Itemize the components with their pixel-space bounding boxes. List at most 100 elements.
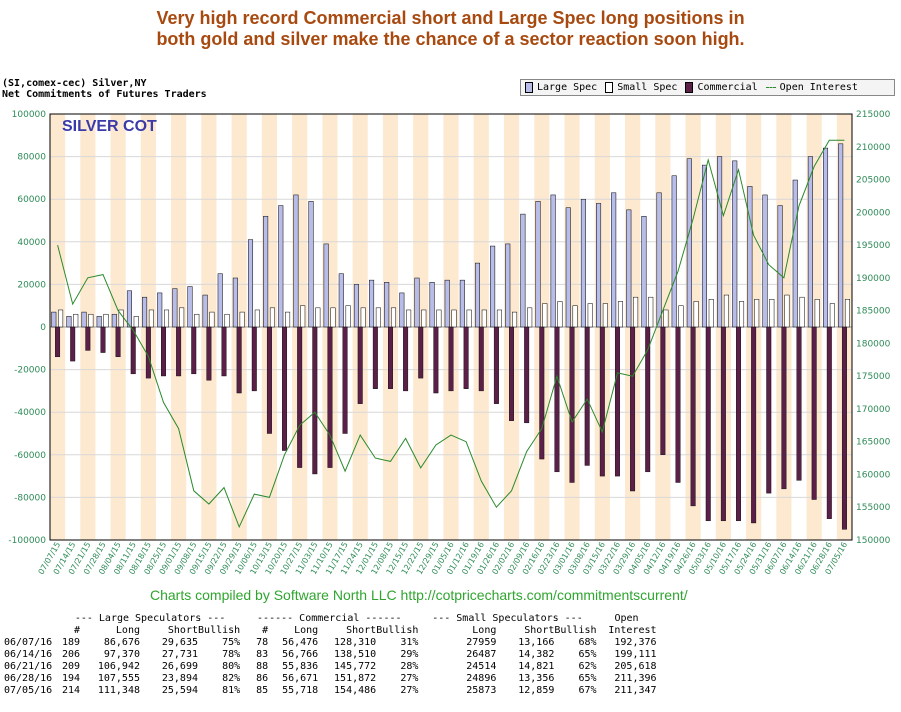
table-cell: 75%: [222, 636, 241, 648]
bar-small-spec: [390, 307, 397, 328]
bar-small-spec: [572, 305, 578, 328]
y-right-tick-label: 210000: [856, 143, 891, 153]
bar-large-spec: [353, 284, 359, 328]
table-cell: 199,111: [614, 648, 657, 660]
table-cell: 97,370: [103, 648, 140, 660]
bar-large-spec: [414, 277, 420, 328]
y-right-tick-label: 190000: [856, 274, 891, 284]
table-cell: 56,671: [282, 672, 319, 684]
col-header-com-short: Short: [346, 624, 377, 636]
table-cell: 67%: [578, 684, 597, 696]
table-cell: 31%: [400, 636, 419, 648]
y-right-tick-label: 170000: [856, 405, 891, 415]
y-left-tick-label: 0: [40, 323, 46, 333]
col-header-ss-short: Short: [524, 624, 555, 636]
bar-commercial: [554, 326, 560, 473]
plot-frame: [49, 113, 853, 541]
y-left-tick-label: 60000: [17, 195, 46, 205]
bar-commercial: [372, 326, 378, 389]
bar-small-spec: [194, 313, 200, 328]
table-cell: 13,356: [518, 672, 555, 684]
bar-commercial: [266, 326, 272, 434]
bar-commercial: [388, 326, 393, 389]
row-date: 06/21/16: [4, 660, 53, 672]
chart-credit: Charts compiled by Software North LLC ht…: [150, 587, 688, 603]
bar-small-spec: [360, 307, 366, 328]
y-left-tick-label: -100000: [8, 536, 46, 546]
col-header-open-interest: Interest: [608, 624, 657, 636]
y-left-tick-label: -20000: [14, 366, 46, 376]
bar-large-spec: [323, 243, 329, 328]
open-interest-line: [57, 139, 845, 529]
bar-large-spec: [626, 209, 632, 328]
bar-small-spec: [406, 309, 412, 328]
table-cell: 68%: [578, 636, 597, 648]
bar-commercial: [55, 326, 61, 358]
bar-commercial: [418, 326, 424, 379]
table-cell: 192,376: [614, 636, 657, 648]
bar-large-spec: [308, 201, 314, 328]
group-header-small-spec: --- Small Speculators ---: [432, 612, 583, 624]
table-cell: 65%: [578, 648, 597, 660]
bar-large-spec: [838, 143, 844, 328]
bar-small-spec: [496, 309, 502, 328]
y-left-tick-label: -60000: [14, 451, 46, 461]
table-group-header-row: --- Large Speculators --- ------ Commerc…: [4, 612, 657, 624]
table-cell: 128,310: [334, 636, 377, 648]
y-left-tick-label: 80000: [17, 153, 46, 163]
headline: Very high record Commercial short and La…: [0, 8, 901, 50]
small-spec-swatch: [605, 82, 614, 93]
y-right-tick-label: 175000: [856, 372, 891, 382]
bar-large-spec: [686, 158, 692, 328]
table-row: 06/07/16 189 86,676 29,635 75% 78 56,476 128,31…: [4, 636, 657, 648]
bar-small-spec: [209, 311, 215, 328]
bar-small-spec: [663, 309, 669, 328]
bar-large-spec: [247, 239, 254, 328]
table-cell: 111,348: [97, 684, 140, 696]
bar-commercial: [433, 326, 439, 394]
y-right-tick-label: 205000: [856, 176, 891, 186]
bar-commercial: [690, 326, 696, 507]
table-cell: 86: [256, 672, 269, 684]
bar-small-spec: [784, 294, 790, 328]
bar-large-spec: [338, 273, 344, 328]
bar-small-spec: [844, 299, 850, 328]
bar-commercial: [781, 326, 787, 490]
table-column-header-row: # Long Short Bullish # Long Short Bullis…: [4, 624, 657, 636]
bar-large-spec: [641, 215, 647, 328]
y-right-tick-label: 155000: [856, 503, 891, 513]
table-cell: 205,618: [614, 660, 657, 672]
bar-commercial: [539, 326, 545, 460]
bar-large-spec: [792, 179, 798, 328]
bar-commercial: [811, 326, 817, 500]
table-cell: 55,836: [282, 660, 319, 672]
y-right-tick-label: 215000: [856, 110, 891, 120]
bar-large-spec: [732, 160, 738, 328]
open-interest-swatch: [765, 87, 776, 88]
bar-small-spec: [239, 311, 245, 328]
report-line: Net Commitments of Futures Traders: [2, 89, 207, 100]
bar-large-spec: [596, 203, 602, 328]
bar-commercial: [130, 326, 136, 375]
bar-commercial: [705, 326, 711, 522]
bar-small-spec: [315, 307, 321, 328]
table-cell: 78: [256, 636, 269, 648]
bar-large-spec: [717, 156, 723, 328]
commercial-swatch: [685, 82, 694, 93]
table-cell: 85: [256, 684, 269, 696]
table-cell: 145,772: [334, 660, 377, 672]
table-cell: 80%: [222, 660, 241, 672]
bar-small-spec: [285, 311, 291, 328]
bar-small-spec: [678, 305, 684, 328]
bar-small-spec: [587, 303, 593, 328]
bar-commercial: [191, 326, 197, 375]
bar-commercial: [660, 326, 666, 456]
bar-large-spec: [187, 286, 193, 328]
bar-large-spec: [81, 311, 87, 328]
bar-small-spec: [179, 307, 185, 328]
table-cell: 26487: [466, 648, 497, 660]
bar-small-spec: [436, 309, 442, 328]
bar-large-spec: [490, 245, 496, 328]
group-header-commercial: ------ Commercial ------: [257, 612, 402, 624]
headline-line-1: Very high record Commercial short and La…: [156, 8, 745, 28]
